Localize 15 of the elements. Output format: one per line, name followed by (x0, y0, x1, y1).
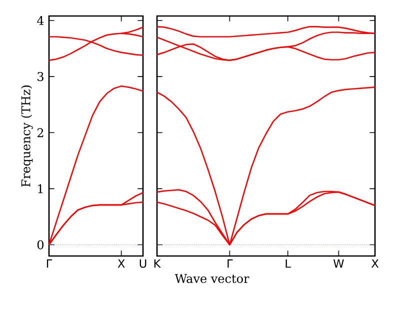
x-tick-label: X (118, 259, 125, 268)
y-tick-label: 1 (38, 184, 43, 194)
x-tick-label: U (140, 259, 146, 268)
x-tick-label: W (333, 259, 344, 268)
x-tick-label: X (371, 259, 379, 268)
x-tick-label: Γ (228, 259, 233, 268)
y-tick-label: 0 (37, 240, 44, 250)
y-tick-label: 2 (37, 128, 44, 138)
x-tick-label: K (154, 259, 161, 268)
x-tick-label: L (286, 259, 291, 268)
y-tick-label: 4 (37, 16, 44, 25)
y-tick-label: 3 (38, 72, 44, 82)
y-axis-title: Frequency (THz) (21, 86, 33, 187)
x-axis-title: Wave vector (174, 274, 250, 284)
x-tick-label: Γ (46, 259, 52, 268)
